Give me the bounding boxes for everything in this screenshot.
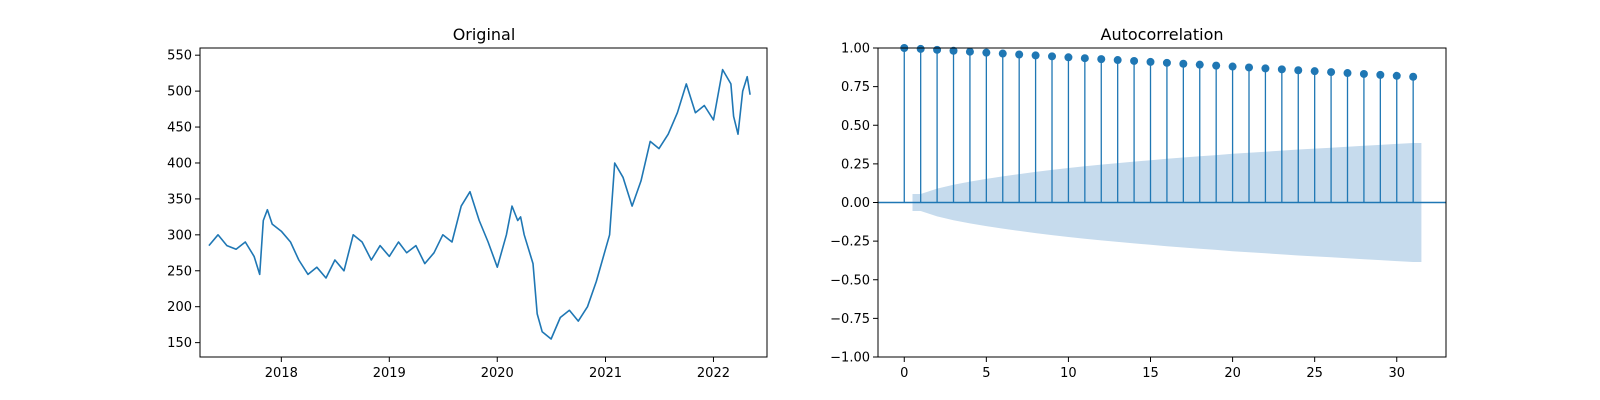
autocorrelation-x-axis: 0 5 10 15 20 25 30 [900, 357, 1405, 381]
acf-point [1146, 57, 1155, 66]
y-tick-label: 400 [167, 156, 192, 171]
y-tick-label: 0.25 [841, 157, 870, 172]
acf-point [1310, 67, 1319, 76]
acf-point [1212, 61, 1221, 70]
acf-point [1179, 59, 1188, 68]
x-tick-label: 10 [1060, 366, 1077, 381]
autocorrelation-chart-title: Autocorrelation [1101, 25, 1224, 44]
acf-point [933, 45, 942, 54]
acf-point [998, 49, 1007, 58]
original-x-axis: 2018 2019 2020 2021 2022 [265, 357, 730, 381]
acf-point [1261, 64, 1270, 73]
y-tick-label: −1.00 [830, 351, 870, 366]
x-tick-label: 25 [1306, 366, 1323, 381]
x-tick-label: 15 [1142, 366, 1159, 381]
acf-point [1359, 69, 1368, 78]
original-chart-title: Original [453, 25, 516, 44]
autocorrelation-chart: Autocorrelation 0 5 10 15 20 25 30 −1.00−0.75−… [830, 25, 1447, 381]
y-tick-label: 0.00 [841, 196, 870, 211]
acf-point [1327, 68, 1336, 77]
y-tick-label: 450 [167, 121, 192, 136]
y-tick-label: 500 [167, 85, 192, 100]
x-tick-label: 5 [982, 366, 990, 381]
autocorrelation-plot-area [878, 44, 1446, 262]
acf-point [949, 46, 958, 55]
y-tick-label: −0.50 [830, 273, 870, 288]
y-tick-label: 1.00 [841, 42, 870, 57]
acf-point [1392, 71, 1401, 80]
original-chart: Original 2018 2019 2020 2021 2022 150 200 250 3… [167, 25, 768, 381]
y-tick-label: 150 [167, 336, 192, 351]
original-y-axis: 150 200 250 300 350 400 450 500 550 [167, 49, 200, 351]
autocorrelation-y-axis: −1.00 −0.75 −0.50 −0.25 0.00 0.25 0.50 0.75 1.00 [830, 42, 878, 366]
acf-point [1228, 62, 1237, 71]
x-tick-label: 20 [1224, 366, 1241, 381]
acf-point [1162, 58, 1171, 67]
acf-point [1343, 69, 1352, 78]
x-tick-label: 2021 [589, 366, 622, 381]
price-series-line [208, 68, 751, 340]
acf-point [1097, 55, 1106, 64]
y-tick-label: −0.75 [830, 312, 870, 327]
y-tick-label: 200 [167, 300, 192, 315]
acf-point [1015, 50, 1024, 59]
y-tick-label: −0.25 [830, 235, 870, 250]
acf-point [1080, 54, 1089, 63]
acf-point [1245, 63, 1254, 72]
x-tick-label: 2022 [697, 366, 730, 381]
acf-point [1376, 70, 1385, 79]
x-tick-label: 30 [1388, 366, 1405, 381]
y-tick-label: 0.75 [841, 80, 870, 95]
acf-point [1294, 66, 1303, 75]
x-tick-label: 2018 [265, 366, 298, 381]
acf-point [1130, 56, 1139, 65]
acf-point [965, 47, 974, 56]
acf-point [1409, 72, 1418, 81]
y-tick-label: 250 [167, 264, 192, 279]
acf-point [1277, 65, 1286, 74]
acf-point [1031, 51, 1040, 60]
x-tick-label: 2020 [481, 366, 514, 381]
y-tick-label: 0.50 [841, 119, 870, 134]
acf-point [916, 44, 925, 53]
acf-point [1064, 53, 1073, 62]
acf-point [1048, 52, 1057, 61]
original-plot-area [208, 68, 751, 340]
y-tick-label: 300 [167, 228, 192, 243]
x-tick-label: 2019 [373, 366, 406, 381]
x-tick-label: 0 [900, 366, 908, 381]
acf-point [982, 48, 991, 57]
acf-point [1195, 60, 1204, 69]
acf-point [1113, 56, 1122, 65]
y-tick-label: 350 [167, 192, 192, 207]
y-tick-label: 550 [167, 49, 192, 64]
original-axes-frame [199, 47, 768, 358]
